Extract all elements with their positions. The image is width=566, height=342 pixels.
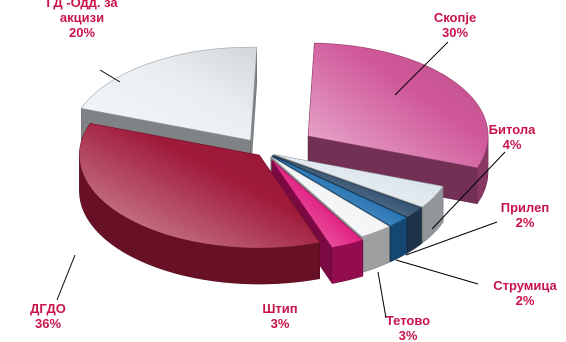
slice-5 bbox=[271, 159, 364, 248]
slice-label-5: Штип 3% bbox=[262, 301, 297, 331]
slice-6 bbox=[79, 122, 321, 249]
slice-label-2: Прилеп 2% bbox=[501, 200, 549, 230]
leader-line-4 bbox=[377, 271, 387, 319]
slice-4 bbox=[270, 156, 391, 238]
leader-line-2 bbox=[405, 221, 498, 256]
slice-label-6: ДГДО 36% bbox=[30, 301, 66, 331]
slice-label-4: Тетово 3% bbox=[386, 313, 430, 342]
slice-1 bbox=[273, 154, 444, 208]
slice-label-3: Струмица 2% bbox=[493, 278, 557, 308]
leader-line-3 bbox=[395, 259, 479, 285]
leader-line-0 bbox=[394, 41, 449, 96]
slice-label-7: ГД -Одд. за акцизи 20% bbox=[46, 0, 118, 40]
leader-line-6 bbox=[56, 254, 76, 301]
slice-7 bbox=[80, 46, 258, 141]
slice-label-1: Битола 4% bbox=[489, 122, 536, 152]
slice-2 bbox=[272, 155, 423, 218]
slice-label-0: Скопје 30% bbox=[434, 10, 476, 40]
leader-line-1 bbox=[431, 151, 506, 230]
leader-line-7 bbox=[99, 69, 121, 83]
slice-3 bbox=[271, 155, 408, 227]
slice-0 bbox=[307, 42, 489, 169]
